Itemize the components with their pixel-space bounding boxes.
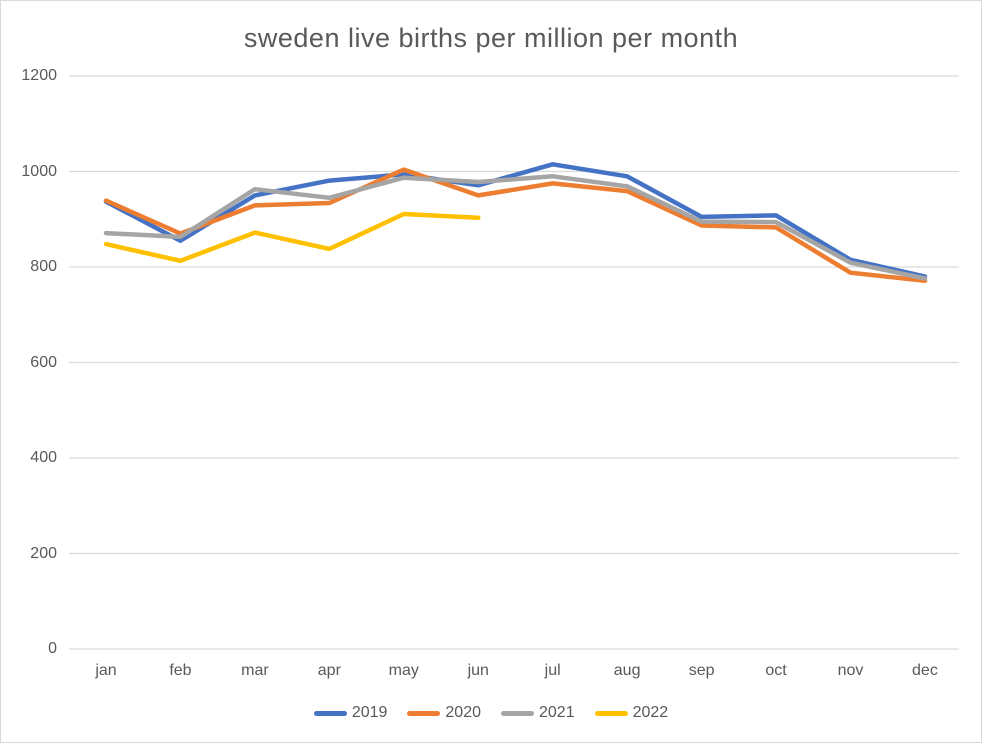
legend-line-swatch bbox=[313, 710, 347, 716]
x-tick-label: mar bbox=[241, 662, 269, 679]
y-tick-label: 1000 bbox=[21, 162, 57, 180]
x-tick-label: aug bbox=[613, 662, 641, 679]
legend-line-swatch bbox=[501, 710, 534, 716]
legend-label: 2022 bbox=[632, 704, 669, 721]
legend-label: 2019 bbox=[351, 704, 388, 721]
legend-label: 2020 bbox=[445, 704, 481, 721]
y-tick-label: 0 bbox=[48, 640, 57, 657]
x-tick-label: may bbox=[388, 662, 419, 679]
x-tick-label: nov bbox=[837, 662, 864, 679]
x-tick-label: feb bbox=[169, 662, 192, 679]
y-tick-label: 400 bbox=[30, 449, 57, 466]
legend-item-2021: 2021 bbox=[501, 704, 575, 722]
x-tick-label: jun bbox=[467, 662, 489, 679]
legend-label: 2021 bbox=[539, 704, 575, 721]
legend-item-2019: 2019 bbox=[313, 704, 388, 722]
chart-title: sweden live births per million per month bbox=[243, 23, 739, 53]
series-line-2021 bbox=[103, 174, 928, 281]
x-tick-label: jul bbox=[544, 662, 561, 679]
legend-line-swatch bbox=[594, 710, 628, 716]
x-tick-label: dec bbox=[912, 662, 938, 679]
legend-line-swatch bbox=[407, 710, 441, 716]
series-line-2022 bbox=[103, 211, 481, 264]
x-tick-label: sep bbox=[688, 662, 715, 679]
x-tick-label: oct bbox=[765, 662, 787, 679]
x-tick-label: apr bbox=[317, 662, 341, 679]
legend: 2019 2020 2021 2022 bbox=[1, 704, 981, 722]
legend-item-2022: 2022 bbox=[594, 704, 669, 722]
y-tick-label: 800 bbox=[30, 258, 57, 275]
x-tick-label: jan bbox=[95, 662, 117, 679]
series-line-2020 bbox=[103, 167, 928, 284]
y-tick-label: 600 bbox=[30, 353, 57, 371]
y-tick-label: 1200 bbox=[21, 67, 57, 84]
y-tick-label: 200 bbox=[30, 544, 57, 562]
legend-item-2020: 2020 bbox=[407, 704, 481, 722]
series-line-2019 bbox=[103, 162, 928, 279]
